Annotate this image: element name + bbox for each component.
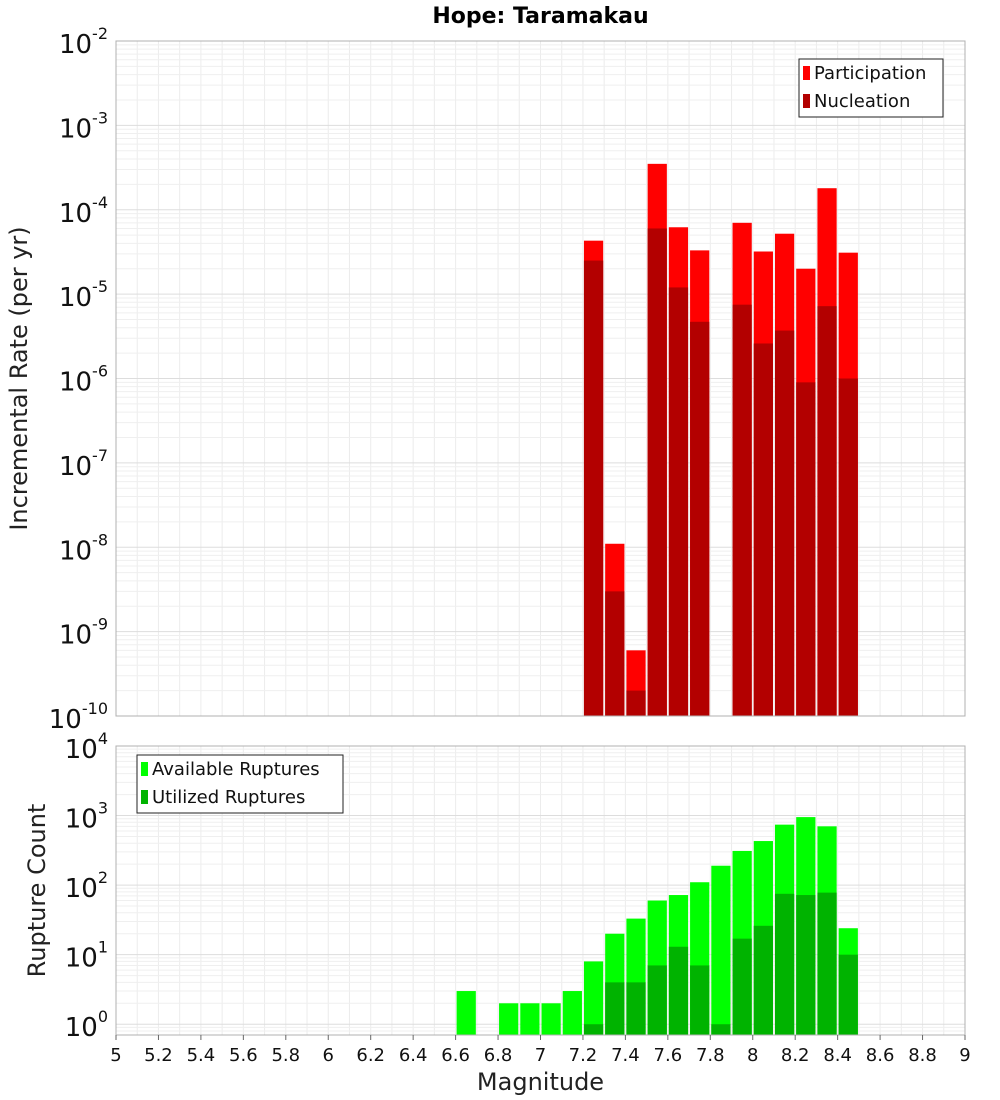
legend-swatch-nucleation <box>803 94 810 108</box>
bar-utilized-ruptures-16 <box>817 892 837 1035</box>
y-axis-label-1: Rupture Count <box>23 804 51 978</box>
bar-nucleation-4 <box>668 287 689 716</box>
legend-1: Available Ruptures Utilized Ruptures <box>136 754 344 814</box>
y-tick-label-0-6: 10-4 <box>59 193 108 229</box>
grid-0 <box>115 41 966 717</box>
bar-available-ruptures-3 <box>541 1003 561 1035</box>
plot-border-0 <box>115 40 966 717</box>
x-tick-label-15: 8 <box>747 1045 758 1066</box>
y-tick-label-1-3: 103 <box>65 799 108 835</box>
x-axis-label: Magnitude <box>477 1068 604 1096</box>
bar-nucleation-1 <box>605 591 625 716</box>
y-tick-label-1-4: 104 <box>65 729 108 765</box>
legend-swatch-utilized-ruptures <box>141 790 148 804</box>
bar-available-ruptures-4 <box>562 991 582 1035</box>
chart-title: Hope: Taramakau <box>432 4 648 29</box>
bar-available-ruptures-2 <box>520 1003 540 1035</box>
y-tick-label-0-7: 10-3 <box>59 108 108 144</box>
y-tick-label-1-0: 100 <box>65 1007 108 1043</box>
bar-utilized-ruptures-6 <box>605 982 625 1035</box>
y-tick-label-0-2: 10-8 <box>59 530 108 566</box>
x-tick-label-9: 6.8 <box>484 1045 513 1066</box>
x-tick-label-1: 5.2 <box>144 1045 173 1066</box>
bar-utilized-ruptures-5 <box>583 1024 604 1035</box>
x-tick-label-5: 6 <box>323 1045 334 1066</box>
bar-nucleation-3 <box>647 228 667 716</box>
legend-label-available-ruptures: Available Ruptures <box>152 759 320 780</box>
y-tick-label-0-1: 10-9 <box>59 615 108 651</box>
x-tick-label-11: 7.2 <box>569 1045 598 1066</box>
x-tick-label-6: 6.2 <box>356 1045 385 1066</box>
bar-utilized-ruptures-12 <box>732 938 752 1035</box>
bar-nucleation-2 <box>626 690 646 716</box>
bar-utilized-ruptures-11 <box>711 1024 731 1035</box>
x-tick-label-12: 7.4 <box>611 1045 640 1066</box>
x-tick-label-16: 8.2 <box>781 1045 810 1066</box>
y-tick-label-0-4: 10-6 <box>59 362 108 398</box>
series-1-1 <box>583 892 858 1035</box>
bar-nucleation-0 <box>583 260 604 716</box>
bar-utilized-ruptures-10 <box>690 965 710 1035</box>
y-tick-label-0-5: 10-5 <box>59 277 108 313</box>
legend-swatch-participation <box>803 66 810 80</box>
bar-nucleation-10 <box>817 306 837 716</box>
legend-label-utilized-ruptures: Utilized Ruptures <box>152 787 305 808</box>
x-tick-label-20: 9 <box>959 1045 970 1066</box>
x-tick-label-19: 8.8 <box>908 1045 937 1066</box>
x-tick-label-7: 6.4 <box>399 1045 428 1066</box>
x-tick-label-8: 6.6 <box>441 1045 470 1066</box>
x-tick-label-14: 7.8 <box>696 1045 725 1066</box>
bar-nucleation-11 <box>838 378 858 716</box>
bar-available-ruptures-5 <box>583 961 604 1035</box>
bar-available-ruptures-0 <box>456 991 476 1035</box>
legend-box-1 <box>136 754 344 814</box>
legend-0: Participation Nucleation <box>798 58 944 118</box>
x-tick-label-18: 8.6 <box>866 1045 895 1066</box>
legend-label-nucleation: Nucleation <box>814 91 910 112</box>
bar-nucleation-8 <box>774 330 795 716</box>
bar-nucleation-7 <box>753 343 773 716</box>
bar-utilized-ruptures-17 <box>838 954 858 1035</box>
y-axis-label-0: Incremental Rate (per yr) <box>5 226 33 530</box>
legend-swatch-available-ruptures <box>141 762 148 776</box>
y-tick-label-0-0: 10-10 <box>49 699 108 735</box>
x-tick-label-3: 5.6 <box>229 1045 258 1066</box>
y-tick-label-1-2: 102 <box>65 868 108 904</box>
bar-nucleation-5 <box>690 321 710 716</box>
x-tick-label-13: 7.6 <box>654 1045 683 1066</box>
bar-utilized-ruptures-9 <box>668 946 689 1035</box>
legend-label-participation: Participation <box>814 63 926 84</box>
series-0-1 <box>583 228 858 716</box>
y-tick-label-0-3: 10-7 <box>59 446 108 482</box>
y-tick-label-1-1: 101 <box>65 938 108 974</box>
bar-utilized-ruptures-8 <box>647 965 667 1035</box>
bar-utilized-ruptures-15 <box>796 895 816 1035</box>
x-tick-label-2: 5.4 <box>187 1045 216 1066</box>
bar-nucleation-6 <box>732 304 752 716</box>
bar-available-ruptures-1 <box>499 1003 519 1035</box>
bar-utilized-ruptures-13 <box>753 925 773 1035</box>
y-tick-label-0-8: 10-2 <box>59 24 108 60</box>
bar-utilized-ruptures-7 <box>626 982 646 1035</box>
legend-box-0 <box>798 58 944 118</box>
bar-available-ruptures-11 <box>711 865 731 1035</box>
bar-nucleation-9 <box>796 382 816 716</box>
bar-utilized-ruptures-14 <box>774 893 795 1035</box>
x-tick-label-4: 5.8 <box>271 1045 300 1066</box>
x-tick-label-0: 5 <box>110 1045 121 1066</box>
x-tick-label-17: 8.4 <box>823 1045 852 1066</box>
x-tick-label-10: 7 <box>535 1045 546 1066</box>
